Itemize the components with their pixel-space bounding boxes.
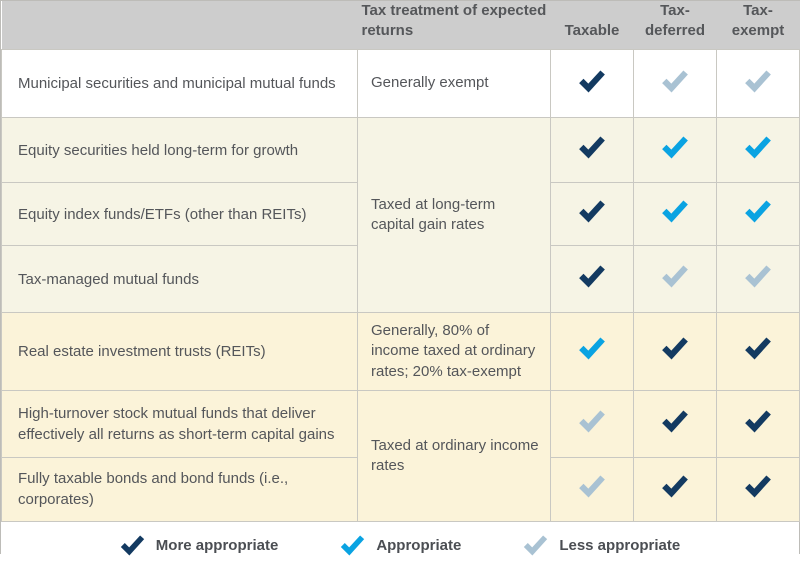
checkmark-icon — [578, 136, 606, 159]
asset-class-cell: Fully taxable bonds and bond funds (i.e.… — [1, 456, 358, 522]
checkmark-icon — [340, 535, 365, 556]
rating-cell-tax-exempt — [716, 182, 800, 246]
tax-treatment-cell: Taxed at ordinary income rates — [357, 389, 551, 522]
checkmark-icon — [661, 265, 689, 288]
checkmark-icon — [744, 136, 772, 159]
rating-cell-tax-deferred — [633, 49, 717, 118]
asset-class-cell: Municipal securities and municipal mutua… — [1, 49, 358, 118]
checkmark-icon — [744, 410, 772, 433]
rating-cell-tax-exempt — [716, 117, 800, 183]
checkmark-icon — [578, 265, 606, 288]
table-row: Fully taxable bonds and bond funds (i.e.… — [1, 456, 800, 522]
rating-cell-tax-deferred — [633, 312, 717, 391]
tax-treatment-cell: Generally exempt — [357, 49, 551, 118]
checkmark-icon — [661, 136, 689, 159]
header-row: Tax treatment of expected returns Taxabl… — [1, 1, 800, 50]
table-row: Municipal securities and municipal mutua… — [1, 49, 800, 118]
checkmark-icon — [744, 475, 772, 498]
rating-cell-tax-exempt — [716, 456, 800, 522]
table-row: Tax-managed mutual funds — [1, 245, 800, 313]
header-tax-exempt: Tax-exempt — [716, 1, 800, 50]
checkmark-icon — [744, 200, 772, 223]
asset-class-cell: High-turnover stock mutual funds that de… — [1, 389, 358, 458]
checkmark-icon — [661, 410, 689, 433]
checkmark-icon — [744, 69, 772, 93]
asset-class-cell: Equity securities held long-term for gro… — [1, 117, 358, 183]
checkmark-icon — [744, 337, 772, 360]
rating-cell-taxable — [550, 312, 634, 391]
checkmark-icon — [120, 535, 145, 556]
tax-treatment-cell: Taxed at long-term capital gain rates — [357, 117, 551, 313]
rating-cell-taxable — [550, 456, 634, 522]
header-asset-class — [1, 1, 358, 50]
checkmark-icon — [661, 337, 689, 360]
rating-cell-tax-exempt — [716, 389, 800, 458]
header-tax-treatment: Tax treatment of expected returns — [357, 1, 551, 50]
rating-cell-tax-exempt — [716, 312, 800, 391]
checkmark-icon — [578, 200, 606, 223]
header-taxable: Taxable — [550, 1, 634, 50]
legend-item-appropriate: Appropriate — [340, 535, 461, 556]
rating-cell-tax-deferred — [633, 182, 717, 246]
rating-cell-taxable — [550, 117, 634, 183]
checkmark-icon — [578, 69, 606, 93]
table-row: High-turnover stock mutual funds that de… — [1, 389, 800, 522]
rating-cell-tax-exempt — [716, 245, 800, 313]
checkmark-icon — [578, 475, 606, 498]
rating-cell-taxable — [550, 49, 634, 118]
legend-label: Appropriate — [376, 536, 462, 554]
tax-appropriateness-table: Tax treatment of expected returns Taxabl… — [0, 0, 800, 556]
rating-cell-tax-deferred — [633, 456, 717, 522]
legend: More appropriate Appropriate Less approp… — [1, 521, 799, 569]
checkmark-icon — [661, 475, 689, 498]
table-row: Equity securities held long-term for gro… — [1, 117, 800, 313]
account-type-matrix: Tax treatment of expected returns Taxabl… — [1, 1, 800, 522]
table-row: Real estate investment trusts (REITs) Ge… — [1, 312, 800, 391]
rating-cell-tax-deferred — [633, 245, 717, 313]
checkmark-icon — [661, 200, 689, 223]
asset-class-cell: Real estate investment trusts (REITs) — [1, 312, 358, 391]
legend-label: Less appropriate — [559, 536, 681, 554]
tax-treatment-cell: Generally, 80% of income taxed at ordina… — [357, 312, 551, 391]
checkmark-icon — [744, 265, 772, 288]
legend-item-more-appropriate: More appropriate — [120, 535, 279, 556]
checkmark-icon — [523, 535, 548, 556]
checkmark-icon — [578, 410, 606, 433]
rating-cell-taxable — [550, 182, 634, 246]
legend-label: More appropriate — [155, 536, 279, 554]
rating-cell-tax-deferred — [633, 389, 717, 458]
rating-cell-taxable — [550, 245, 634, 313]
checkmark-icon — [661, 69, 689, 93]
legend-item-less-appropriate: Less appropriate — [523, 535, 680, 556]
table-row: Equity index funds/ETFs (other than REIT… — [1, 182, 800, 246]
header-tax-deferred: Tax-deferred — [633, 1, 717, 50]
rating-cell-taxable — [550, 389, 634, 458]
checkmark-icon — [578, 337, 606, 360]
asset-class-cell: Tax-managed mutual funds — [1, 245, 358, 313]
rating-cell-tax-exempt — [716, 49, 800, 118]
rating-cell-tax-deferred — [633, 117, 717, 183]
asset-class-cell: Equity index funds/ETFs (other than REIT… — [1, 182, 358, 246]
